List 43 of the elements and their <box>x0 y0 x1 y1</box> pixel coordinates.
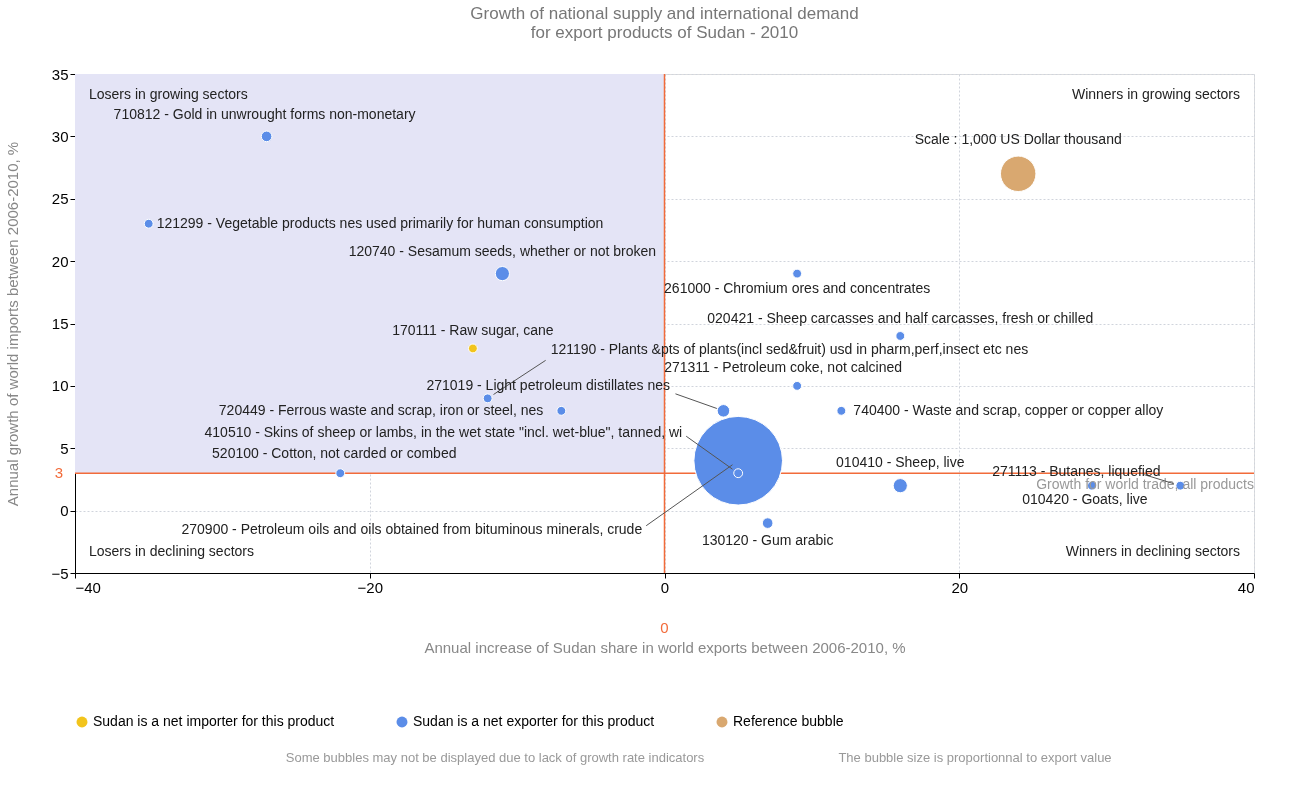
annotation: 010420 - Goats, live <box>1022 490 1148 507</box>
y-tick-label: 5 <box>60 439 69 457</box>
y-tick-label: 15 <box>51 315 69 332</box>
y-axis-title: Annual growth of world imports between 2006-2010, % <box>4 141 22 507</box>
annotation: 130120 - Gum arabic <box>701 532 834 549</box>
x-tick-label: −40 <box>75 578 101 596</box>
annotation: 720449 - Ferrous waste and scrap, iron or steel, nes <box>218 401 544 418</box>
x-tick-label: −20 <box>357 578 383 596</box>
ref-line-label: 0 <box>660 619 669 636</box>
annotation: 740400 - Waste and scrap, copper or copper alloy <box>853 401 1164 418</box>
legend-label: Sudan is a net exporter for this product <box>413 713 655 729</box>
y-tick-label: −5 <box>51 564 69 582</box>
annotation: 170111 - Raw sugar, cane <box>392 322 554 339</box>
x-tick-label: 20 <box>951 578 969 596</box>
y-tick-label: 25 <box>51 190 69 208</box>
annotation: 121299 - Vegetable products nes used primarily for human consumption <box>156 214 604 231</box>
annotation: Winners in declining sectors <box>1065 543 1240 559</box>
y-tick-label: 30 <box>51 127 69 145</box>
annotation: 020421 - Sheep carcasses and half carcasses, fresh or chilled <box>707 309 1094 326</box>
annotation: Scale : 1,000 US Dollar thousand <box>914 130 1122 147</box>
legend-label: Sudan is a net importer for this product <box>93 713 335 729</box>
annotation: 010410 - Sheep, live <box>836 453 965 470</box>
text: The bubble size is proportionnal to export value <box>838 750 1112 765</box>
chart-title: Growth of national supply and international demand for export products of Sudan - 2010 <box>470 4 859 42</box>
annotation: 120740 - Sesamum seeds, whether or not broken <box>348 242 657 259</box>
y-tick-label: 20 <box>51 252 69 270</box>
y-tick-label: 10 <box>51 377 69 395</box>
annotation: 520100 - Cotton, not carded or combed <box>212 445 457 462</box>
x-tick-label: 40 <box>1237 578 1255 596</box>
y-tick-label: 35 <box>51 65 69 83</box>
y-tick-label: 0 <box>60 502 69 520</box>
annotation: 271311 - Petroleum coke, not calcined <box>664 358 903 375</box>
annotation: 710812 - Gold in unwrought forms non-monetary <box>113 106 416 123</box>
annotation: Losers in growing sectors <box>89 86 248 102</box>
annotation: 270900 - Petroleum oils and oils obtained from bituminous minerals, crude <box>181 520 643 537</box>
text: Some bubbles may not be displayed due to lack of growth rate indicators <box>285 750 705 765</box>
x-axis-title: Annual increase of Sudan share in world exports between 2006-2010, % <box>424 638 906 656</box>
ref-line-label: 3 <box>54 464 63 482</box>
legend-label: Reference bubble <box>733 713 844 729</box>
annotation: 410510 - Skins of sheep or lambs, in the wet state "incl. wet-blue", tanned, wi <box>204 424 683 441</box>
x-tick-label: 0 <box>660 578 670 596</box>
annotation: Losers in declining sectors <box>89 543 254 559</box>
annotation: Winners in growing sectors <box>1071 86 1240 102</box>
